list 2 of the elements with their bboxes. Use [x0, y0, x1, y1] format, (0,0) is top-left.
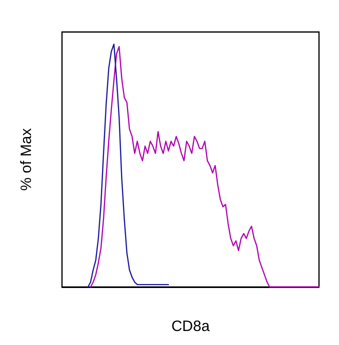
y-axis-title: % of Max [18, 128, 35, 191]
x-axis-title: CD8a [171, 318, 210, 335]
